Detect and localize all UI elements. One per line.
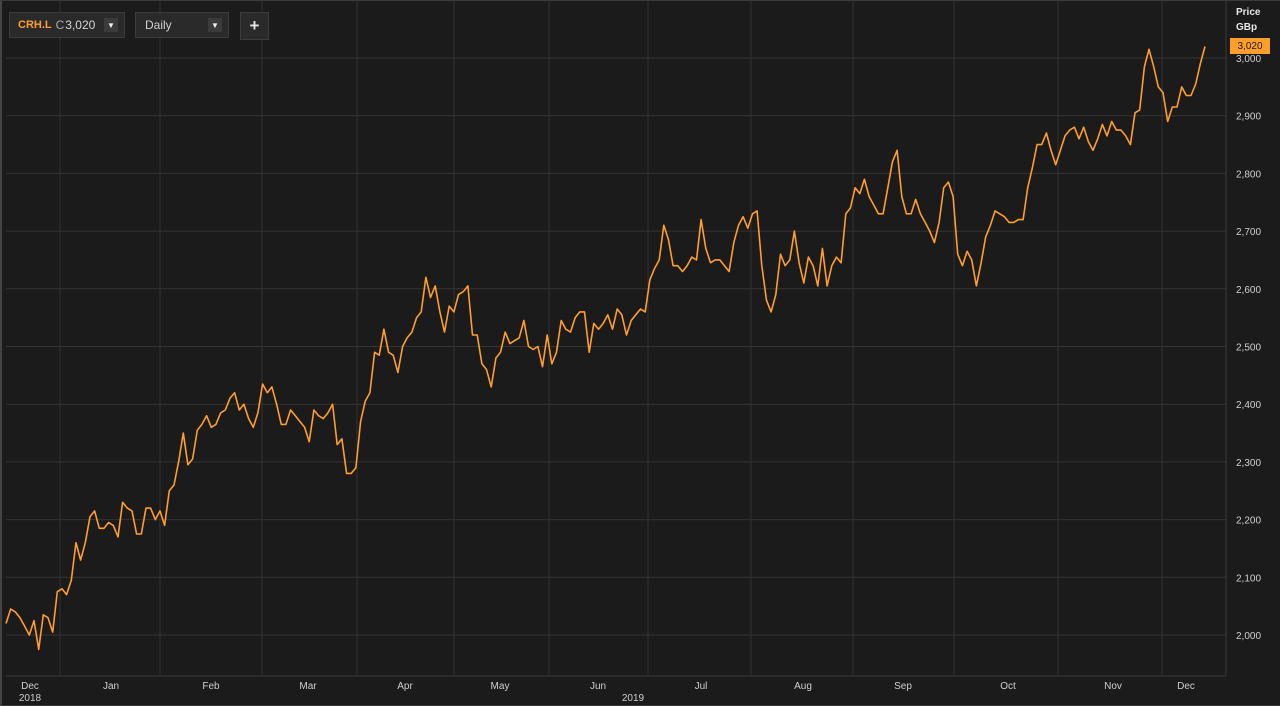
close-value: 3,020 xyxy=(65,18,96,32)
triangle-down-icon[interactable]: ▼ xyxy=(208,18,222,32)
x-month-label: Apr xyxy=(397,681,413,692)
x-axis: Dec Jan Feb Mar Apr May Jun Jul Aug Sep Oct Nov Dec2… xyxy=(19,681,1195,704)
x-month-label: Aug xyxy=(794,681,812,692)
interval-label: Daily xyxy=(145,18,172,32)
add-study-button[interactable]: + xyxy=(240,12,269,40)
y-tick-label: 2,800 xyxy=(1236,169,1261,180)
last-price-badge: 3,020 xyxy=(1230,38,1270,54)
x-month-label: Oct xyxy=(1000,681,1016,692)
close-prefix: C xyxy=(55,18,65,32)
y-tick-label: 2,000 xyxy=(1236,631,1261,642)
price-axis-title: Price xyxy=(1236,7,1261,18)
y-tick-label: 2,400 xyxy=(1236,400,1261,411)
grid-lines xyxy=(6,0,1227,677)
y-tick-label: 2,900 xyxy=(1236,112,1261,123)
price-axis-header: Price GBp xyxy=(1236,5,1260,35)
x-month-label: Jul xyxy=(695,681,708,692)
y-tick-label: 2,600 xyxy=(1236,285,1261,296)
price-line-series xyxy=(5,46,1206,651)
x-month-label: Dec xyxy=(21,681,39,692)
interval-selector[interactable]: Daily ▼ xyxy=(135,12,229,38)
y-tick-label: 2,500 xyxy=(1236,343,1261,354)
y-axis: 2,000 2,100 2,200 2,300 2,400 2,500 2,600 2,700… xyxy=(1236,54,1261,642)
price-axis-unit: GBp xyxy=(1236,22,1258,33)
x-month-label: Mar xyxy=(299,681,317,692)
y-tick-label: 2,700 xyxy=(1236,227,1261,238)
symbol-label: CRH.L xyxy=(18,19,52,31)
x-year-label: 2018 xyxy=(19,693,42,704)
x-month-label: Dec xyxy=(1177,681,1195,692)
x-month-label: Sep xyxy=(894,681,912,692)
x-year-label: 2019 xyxy=(622,693,645,704)
y-tick-label: 2,200 xyxy=(1236,516,1261,527)
symbol-selector[interactable]: CRH.L C 3,020 ▼ xyxy=(9,12,125,38)
y-tick-label: 2,300 xyxy=(1236,458,1261,469)
x-month-label: Feb xyxy=(202,681,220,692)
y-tick-label: 2,100 xyxy=(1236,573,1261,584)
x-month-label: May xyxy=(491,681,510,692)
plus-icon: + xyxy=(249,16,260,35)
triangle-down-icon[interactable]: ▼ xyxy=(104,18,118,32)
y-tick-label: 3,000 xyxy=(1236,54,1261,65)
x-month-label: Jan xyxy=(103,681,119,692)
x-month-label: Jun xyxy=(590,681,606,692)
x-month-label: Nov xyxy=(1104,681,1122,692)
